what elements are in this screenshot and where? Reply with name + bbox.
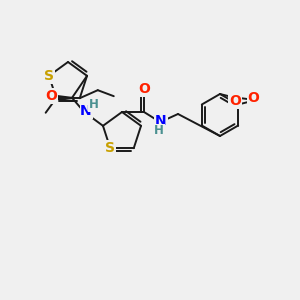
Text: S: S bbox=[44, 69, 54, 83]
Text: H: H bbox=[89, 98, 99, 111]
Text: O: O bbox=[138, 82, 150, 96]
Text: O: O bbox=[229, 94, 241, 108]
Text: H: H bbox=[154, 124, 164, 137]
Text: N: N bbox=[155, 114, 167, 128]
Text: O: O bbox=[247, 91, 259, 104]
Text: N: N bbox=[80, 104, 92, 118]
Text: O: O bbox=[45, 89, 57, 103]
Text: S: S bbox=[105, 141, 115, 155]
